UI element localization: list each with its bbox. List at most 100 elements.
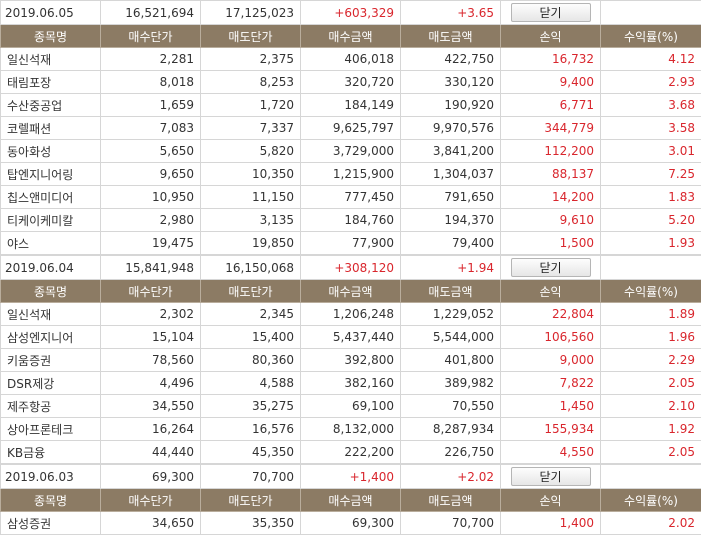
- stock-name: 야스: [0, 231, 101, 255]
- stock-name: 탑엔지니어링: [0, 162, 101, 186]
- buy-price: 1,659: [100, 93, 201, 117]
- sell-price: 2,375: [200, 47, 301, 71]
- buy-price: 9,650: [100, 162, 201, 186]
- stock-name: 수산중공업: [0, 93, 101, 117]
- stock-name: KB금융: [0, 440, 101, 464]
- buy-amount: 392,800: [300, 348, 401, 372]
- buy-price: 19,475: [100, 231, 201, 255]
- buy-price: 2,980: [100, 208, 201, 232]
- sell-price: 80,360: [200, 348, 301, 372]
- profit-value: 88,137: [500, 162, 601, 186]
- stock-name: 동아화성: [0, 139, 101, 163]
- close-button[interactable]: 닫기: [510, 467, 591, 486]
- buy-amount: 222,200: [300, 440, 401, 464]
- sell-price: 10,350: [200, 162, 301, 186]
- sell-price: 15,400: [200, 325, 301, 349]
- sell-price: 8,253: [200, 70, 301, 94]
- column-header-row: 종목명 매수단가 매도단가 매수금액 매도금액 손익 수익률(%): [0, 24, 701, 48]
- stock-name: 상아프론테크: [0, 417, 101, 441]
- column-header-row: 종목명 매수단가 매도단가 매수금액 매도금액 손익 수익률(%): [0, 488, 701, 512]
- col-buy-price: 매수단가: [100, 488, 201, 512]
- profit-value: 9,000: [500, 348, 601, 372]
- close-button-cell: 닫기: [500, 255, 601, 280]
- sell-price: 16,576: [200, 417, 301, 441]
- buy-price: 2,281: [100, 47, 201, 71]
- buy-amount: 77,900: [300, 231, 401, 255]
- rate-value: 7.25: [600, 162, 701, 186]
- col-stock-name: 종목명: [0, 279, 101, 303]
- col-rate: 수익률(%): [600, 488, 701, 512]
- col-buy-amount: 매수금액: [300, 24, 401, 48]
- rate-value: 5.20: [600, 208, 701, 232]
- rate-value: 1.89: [600, 302, 701, 326]
- sell-total: 70,700: [200, 464, 301, 489]
- sell-price: 19,850: [200, 231, 301, 255]
- sell-price: 1,720: [200, 93, 301, 117]
- sell-amount: 190,920: [400, 93, 501, 117]
- daily-summary-row: 2019.06.05 16,521,694 17,125,023 +603,32…: [0, 0, 701, 25]
- close-button-cell: 닫기: [500, 464, 601, 489]
- profit-total: +603,329: [300, 0, 401, 25]
- sell-amount: 1,229,052: [400, 302, 501, 326]
- sell-amount: 5,544,000: [400, 325, 501, 349]
- sell-price: 2,345: [200, 302, 301, 326]
- rate-value: 3.01: [600, 139, 701, 163]
- buy-amount: 777,450: [300, 185, 401, 209]
- rate-value: 4.12: [600, 47, 701, 71]
- buy-price: 8,018: [100, 70, 201, 94]
- table-row: 태림포장 8,018 8,253 320,720 330,120 9,400 2…: [0, 70, 701, 94]
- table-row: 칩스앤미디어 10,950 11,150 777,450 791,650 14,…: [0, 185, 701, 209]
- sell-amount: 1,304,037: [400, 162, 501, 186]
- profit-value: 14,200: [500, 185, 601, 209]
- stock-name: 태림포장: [0, 70, 101, 94]
- profit-value: 9,400: [500, 70, 601, 94]
- empty-cell: [600, 464, 701, 489]
- col-sell-price: 매도단가: [200, 24, 301, 48]
- buy-price: 4,496: [100, 371, 201, 395]
- rate-value: 1.96: [600, 325, 701, 349]
- buy-price: 7,083: [100, 116, 201, 140]
- col-profit: 손익: [500, 279, 601, 303]
- table-row: 코렐패션 7,083 7,337 9,625,797 9,970,576 344…: [0, 116, 701, 140]
- col-sell-amount: 매도금액: [400, 24, 501, 48]
- table-row: 제주항공 34,550 35,275 69,100 70,550 1,450 2…: [0, 394, 701, 418]
- stock-name: 삼성증권: [0, 511, 101, 535]
- table-row: 삼성증권 34,650 35,350 69,300 70,700 1,400 2…: [0, 511, 701, 535]
- table-row: DSR제강 4,496 4,588 382,160 389,982 7,822 …: [0, 371, 701, 395]
- sell-amount: 8,287,934: [400, 417, 501, 441]
- rate-value: 2.10: [600, 394, 701, 418]
- table-row: 일신석재 2,302 2,345 1,206,248 1,229,052 22,…: [0, 302, 701, 326]
- sell-amount: 422,750: [400, 47, 501, 71]
- col-sell-price: 매도단가: [200, 279, 301, 303]
- buy-price: 34,650: [100, 511, 201, 535]
- buy-amount: 184,760: [300, 208, 401, 232]
- buy-price: 15,104: [100, 325, 201, 349]
- profit-value: 106,560: [500, 325, 601, 349]
- sell-price: 11,150: [200, 185, 301, 209]
- buy-amount: 1,206,248: [300, 302, 401, 326]
- table-row: KB금융 44,440 45,350 222,200 226,750 4,550…: [0, 440, 701, 464]
- col-stock-name: 종목명: [0, 24, 101, 48]
- buy-amount: 5,437,440: [300, 325, 401, 349]
- close-button[interactable]: 닫기: [510, 3, 591, 22]
- buy-amount: 69,300: [300, 511, 401, 535]
- buy-price: 5,650: [100, 139, 201, 163]
- stock-name: 티케이케미칼: [0, 208, 101, 232]
- rate-value: 2.29: [600, 348, 701, 372]
- table-row: 동아화성 5,650 5,820 3,729,000 3,841,200 112…: [0, 139, 701, 163]
- close-button[interactable]: 닫기: [510, 258, 591, 277]
- col-profit: 손익: [500, 24, 601, 48]
- buy-amount: 3,729,000: [300, 139, 401, 163]
- table-row: 탑엔지니어링 9,650 10,350 1,215,900 1,304,037 …: [0, 162, 701, 186]
- table-row: 키움증권 78,560 80,360 392,800 401,800 9,000…: [0, 348, 701, 372]
- col-profit: 손익: [500, 488, 601, 512]
- stock-name: 일신석재: [0, 47, 101, 71]
- col-rate: 수익률(%): [600, 24, 701, 48]
- table-row: 삼성엔지니어 15,104 15,400 5,437,440 5,544,000…: [0, 325, 701, 349]
- table-row: 야스 19,475 19,850 77,900 79,400 1,500 1.9…: [0, 231, 701, 255]
- sell-amount: 389,982: [400, 371, 501, 395]
- profit-value: 22,804: [500, 302, 601, 326]
- sell-price: 35,350: [200, 511, 301, 535]
- profit-value: 1,450: [500, 394, 601, 418]
- sell-amount: 79,400: [400, 231, 501, 255]
